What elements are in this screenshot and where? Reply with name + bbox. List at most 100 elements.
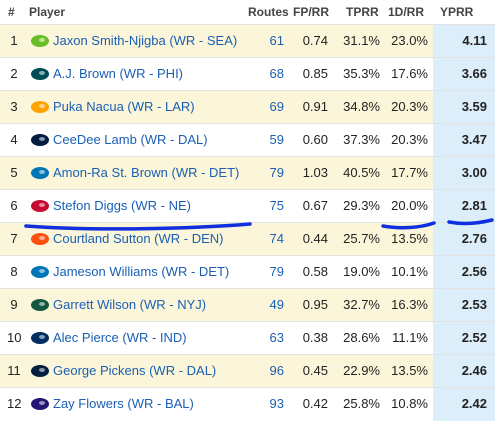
header-fprr[interactable]: FP/RR [293, 5, 329, 19]
routes-cell[interactable]: 79 [269, 165, 284, 180]
routes-cell[interactable]: 68 [269, 66, 284, 81]
tprr-cell: 40.5% [343, 165, 380, 180]
yprr-cell: 3.59 [461, 99, 487, 114]
rank-cell: 11 [7, 363, 21, 378]
1drr-cell: 13.5% [391, 363, 428, 378]
colts-logo-icon [30, 330, 50, 346]
rank-cell: 2 [10, 66, 18, 81]
player-link[interactable]: Puka Nacua (WR - LAR) [53, 99, 195, 114]
fprr-cell: 0.85 [302, 66, 328, 81]
table-row: 1 Jaxon Smith-Njigba (WR - SEA) 61 0.74 31.1… [0, 24, 495, 58]
player-link[interactable]: Jameson Williams (WR - DET) [53, 264, 230, 279]
yprr-highlight-cell [433, 190, 495, 223]
1drr-cell: 11.1% [392, 330, 428, 345]
routes-cell[interactable]: 96 [269, 363, 284, 378]
yprr-highlight-cell [433, 355, 495, 388]
tprr-cell: 29.3% [343, 198, 380, 213]
rams-logo-icon [30, 99, 50, 115]
routes-cell[interactable]: 49 [269, 297, 284, 312]
tprr-cell: 34.8% [343, 99, 380, 114]
player-link[interactable]: Zay Flowers (WR - BAL) [53, 396, 194, 411]
yprr-cell: 2.53 [461, 297, 487, 312]
player-link[interactable]: Amon-Ra St. Brown (WR - DET) [53, 165, 240, 180]
yprr-cell: 3.66 [461, 66, 487, 81]
player-link[interactable]: Jaxon Smith-Njigba (WR - SEA) [53, 33, 238, 48]
1drr-cell: 10.8% [391, 396, 428, 411]
fprr-cell: 0.60 [302, 132, 328, 147]
routes-cell[interactable]: 63 [269, 330, 284, 345]
yprr-highlight-cell [433, 157, 495, 190]
table-row: 11 George Pickens (WR - DAL) 96 0.45 22.9% 13… [0, 354, 495, 388]
tprr-cell: 37.3% [343, 132, 380, 147]
routes-cell[interactable]: 74 [269, 231, 284, 246]
fprr-cell: 0.95 [302, 297, 328, 312]
cowboys-logo-icon [30, 363, 50, 379]
routes-cell[interactable]: 59 [269, 132, 284, 147]
broncos-logo-icon [30, 231, 50, 247]
fprr-cell: 0.38 [302, 330, 328, 345]
tprr-cell: 35.3% [343, 66, 380, 81]
yprr-highlight-cell [433, 124, 495, 157]
rank-cell: 1 [10, 33, 18, 48]
yprr-cell: 2.76 [461, 231, 487, 246]
tprr-cell: 25.8% [343, 396, 380, 411]
routes-cell[interactable]: 61 [269, 33, 284, 48]
rank-cell: 6 [10, 198, 18, 213]
seahawks-logo-icon [30, 33, 50, 49]
header-rank[interactable]: # [8, 5, 15, 19]
yprr-highlight-cell [433, 388, 495, 421]
table-row: 5 Amon-Ra St. Brown (WR - DET) 79 1.03 40.5%… [0, 156, 495, 190]
header-player[interactable]: Player [29, 5, 66, 19]
tprr-cell: 28.6% [343, 330, 380, 345]
player-link[interactable]: A.J. Brown (WR - PHI) [53, 66, 184, 81]
lions-logo-icon [30, 264, 50, 280]
yprr-cell: 4.11 [462, 33, 487, 48]
fprr-cell: 0.67 [302, 198, 328, 213]
yprr-highlight-cell [433, 58, 495, 91]
table-header: # Player Routes FP/RR TPRR 1D/RR YPRR [0, 0, 495, 24]
player-link[interactable]: Stefon Diggs (WR - NE) [53, 198, 191, 213]
header-yprr[interactable]: YPRR [440, 5, 474, 19]
table-row: 10 Alec Pierce (WR - IND) 63 0.38 28.6% 11.1%… [0, 321, 495, 355]
fprr-cell: 0.44 [302, 231, 328, 246]
fprr-cell: 0.91 [302, 99, 328, 114]
1drr-cell: 20.3% [391, 99, 428, 114]
player-link[interactable]: Garrett Wilson (WR - NYJ) [53, 297, 207, 312]
header-routes[interactable]: Routes [248, 5, 289, 19]
routes-cell[interactable]: 75 [269, 198, 284, 213]
table-row: 6 Stefon Diggs (WR - NE) 75 0.67 29.3% 20.0% 2… [0, 189, 495, 223]
rank-cell: 9 [10, 297, 18, 312]
yprr-cell: 2.46 [461, 363, 487, 378]
routes-cell[interactable]: 93 [269, 396, 284, 411]
1drr-cell: 17.6% [391, 66, 428, 81]
1drr-cell: 17.7% [391, 165, 428, 180]
player-link[interactable]: Courtland Sutton (WR - DEN) [53, 231, 224, 246]
table-row: 12 Zay Flowers (WR - BAL) 93 0.42 25.8% 10.8%… [0, 387, 495, 421]
table-row: 9 Garrett Wilson (WR - NYJ) 49 0.95 32.7% 16.… [0, 288, 495, 322]
1drr-cell: 13.5% [391, 231, 428, 246]
player-link[interactable]: George Pickens (WR - DAL) [53, 363, 217, 378]
tprr-cell: 25.7% [343, 231, 380, 246]
1drr-cell: 23.0% [391, 33, 428, 48]
rank-cell: 10 [7, 330, 22, 345]
yprr-cell: 2.52 [461, 330, 487, 345]
fprr-cell: 0.74 [302, 33, 328, 48]
rank-cell: 4 [10, 132, 18, 147]
table-row: 3 Puka Nacua (WR - LAR) 69 0.91 34.8% 20.3% 3.… [0, 90, 495, 124]
header-1drr[interactable]: 1D/RR [388, 5, 425, 19]
routes-cell[interactable]: 79 [269, 264, 284, 279]
table-row: 2 A.J. Brown (WR - PHI) 68 0.85 35.3% 17.6% 3.… [0, 57, 495, 91]
header-tprr[interactable]: TPRR [346, 5, 379, 19]
routes-cell[interactable]: 69 [269, 99, 284, 114]
lions-logo-icon [30, 165, 50, 181]
player-link[interactable]: Alec Pierce (WR - IND) [53, 330, 187, 345]
1drr-cell: 16.3% [391, 297, 428, 312]
fprr-cell: 0.58 [302, 264, 328, 279]
tprr-cell: 32.7% [343, 297, 380, 312]
1drr-cell: 10.1% [391, 264, 428, 279]
player-link[interactable]: CeeDee Lamb (WR - DAL) [53, 132, 208, 147]
yprr-highlight-cell [433, 256, 495, 289]
patriots-logo-icon [30, 198, 50, 214]
rank-cell: 3 [10, 99, 18, 114]
